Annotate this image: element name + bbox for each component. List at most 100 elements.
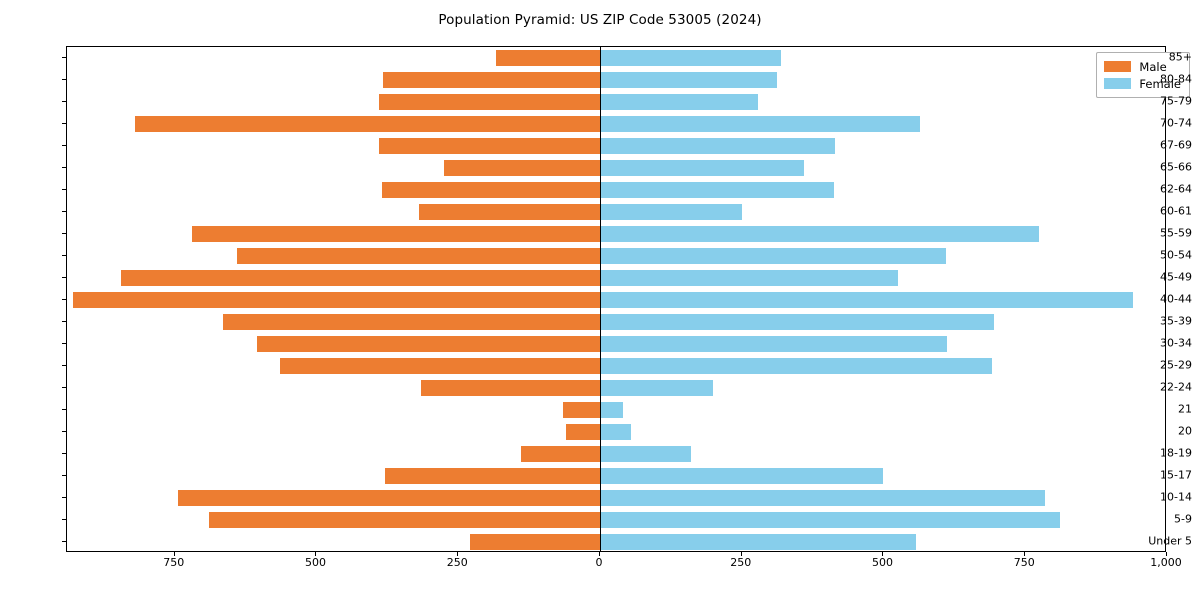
bar-row xyxy=(67,358,1165,374)
y-tick-label: 45-49 xyxy=(1160,270,1192,284)
x-tick-mark xyxy=(1166,552,1167,556)
bar-row xyxy=(67,446,1165,462)
y-tick-mark xyxy=(62,519,66,520)
bar-male xyxy=(378,138,600,154)
bar-female xyxy=(599,226,1040,242)
bar-female xyxy=(599,72,777,88)
y-tick-label: 60-61 xyxy=(1160,204,1192,218)
zero-axis-line xyxy=(599,47,601,551)
bar-male xyxy=(382,72,600,88)
y-tick-mark xyxy=(62,431,66,432)
legend-label: Female xyxy=(1139,76,1181,91)
bar-row xyxy=(67,138,1165,154)
bar-female xyxy=(599,182,834,198)
bar-row xyxy=(67,512,1165,528)
y-tick-label: 10-14 xyxy=(1160,490,1192,504)
y-tick-mark xyxy=(62,541,66,542)
y-tick-mark xyxy=(62,211,66,212)
bar-female xyxy=(599,534,916,550)
legend-swatch xyxy=(1104,61,1132,72)
bar-row xyxy=(67,50,1165,66)
y-tick-label: 5-9 xyxy=(1174,512,1192,526)
y-tick-label: 80-84 xyxy=(1160,72,1192,86)
bar-male xyxy=(520,446,600,462)
chart-title: Population Pyramid: US ZIP Code 53005 (2… xyxy=(438,12,762,28)
bar-male xyxy=(256,336,600,352)
bar-male xyxy=(469,534,600,550)
bar-male xyxy=(379,94,600,110)
bar-row xyxy=(67,380,1165,396)
bar-male xyxy=(563,402,600,418)
bar-female xyxy=(599,446,691,462)
y-tick-mark xyxy=(62,277,66,278)
bar-female xyxy=(599,138,836,154)
bar-row xyxy=(67,182,1165,198)
x-tick-mark xyxy=(740,552,742,556)
bar-row xyxy=(67,468,1165,484)
x-tick-mark xyxy=(1024,552,1026,556)
plot-area xyxy=(66,46,1166,552)
x-tick-mark xyxy=(173,552,175,556)
y-tick-label: 50-54 xyxy=(1160,248,1192,262)
y-tick-label: 15-17 xyxy=(1160,468,1192,482)
bar-male xyxy=(565,424,600,440)
bar-female xyxy=(599,116,921,132)
legend-swatch xyxy=(1104,78,1132,89)
y-tick-mark xyxy=(62,321,66,322)
y-tick-mark xyxy=(62,299,66,300)
legend-label: Male xyxy=(1139,59,1167,74)
x-tick-label: 750 xyxy=(163,556,185,569)
y-tick-label: Under 5 xyxy=(1148,534,1192,548)
bar-male xyxy=(177,490,600,506)
bar-row xyxy=(67,226,1165,242)
bar-female xyxy=(599,336,947,352)
legend-entry[interactable]: Female xyxy=(1104,75,1181,92)
x-tick-label: 500 xyxy=(871,556,893,569)
y-tick-mark xyxy=(62,57,66,58)
bar-row xyxy=(67,116,1165,132)
bars-layer xyxy=(67,47,1165,551)
x-tick-label: 500 xyxy=(304,556,326,569)
y-tick-mark xyxy=(62,387,66,388)
y-tick-label: 75-79 xyxy=(1160,94,1192,108)
y-tick-label: 25-29 xyxy=(1160,358,1192,372)
y-tick-label: 67-69 xyxy=(1160,138,1192,152)
bar-female xyxy=(599,314,995,330)
x-tick-mark xyxy=(598,552,600,556)
bar-male xyxy=(208,512,600,528)
bar-row xyxy=(67,402,1165,418)
bar-male xyxy=(120,270,600,286)
bar-row xyxy=(67,204,1165,220)
y-tick-mark xyxy=(62,123,66,124)
x-tick-mark xyxy=(882,552,884,556)
bar-row xyxy=(67,292,1165,308)
y-tick-label: 20 xyxy=(1178,424,1192,438)
x-tick-mark xyxy=(315,552,317,556)
bar-female xyxy=(599,512,1061,528)
bar-row xyxy=(67,314,1165,330)
bar-row xyxy=(67,336,1165,352)
y-tick-mark xyxy=(62,255,66,256)
y-tick-mark xyxy=(62,189,66,190)
bar-female xyxy=(599,50,781,66)
bar-row xyxy=(67,72,1165,88)
bar-female xyxy=(599,490,1046,506)
y-tick-mark xyxy=(62,475,66,476)
bar-row xyxy=(67,94,1165,110)
y-tick-mark xyxy=(62,101,66,102)
bar-male xyxy=(418,204,600,220)
y-tick-label: 62-64 xyxy=(1160,182,1192,196)
bar-row xyxy=(67,160,1165,176)
y-tick-label: 40-44 xyxy=(1160,292,1192,306)
bar-male xyxy=(72,292,600,308)
bar-female xyxy=(599,160,805,176)
bar-row xyxy=(67,424,1165,440)
bar-male xyxy=(279,358,600,374)
bar-row xyxy=(67,248,1165,264)
bar-male xyxy=(135,116,600,132)
bar-male xyxy=(495,50,600,66)
bar-female xyxy=(599,358,993,374)
y-tick-mark xyxy=(62,497,66,498)
legend-entry[interactable]: Male xyxy=(1104,58,1181,75)
